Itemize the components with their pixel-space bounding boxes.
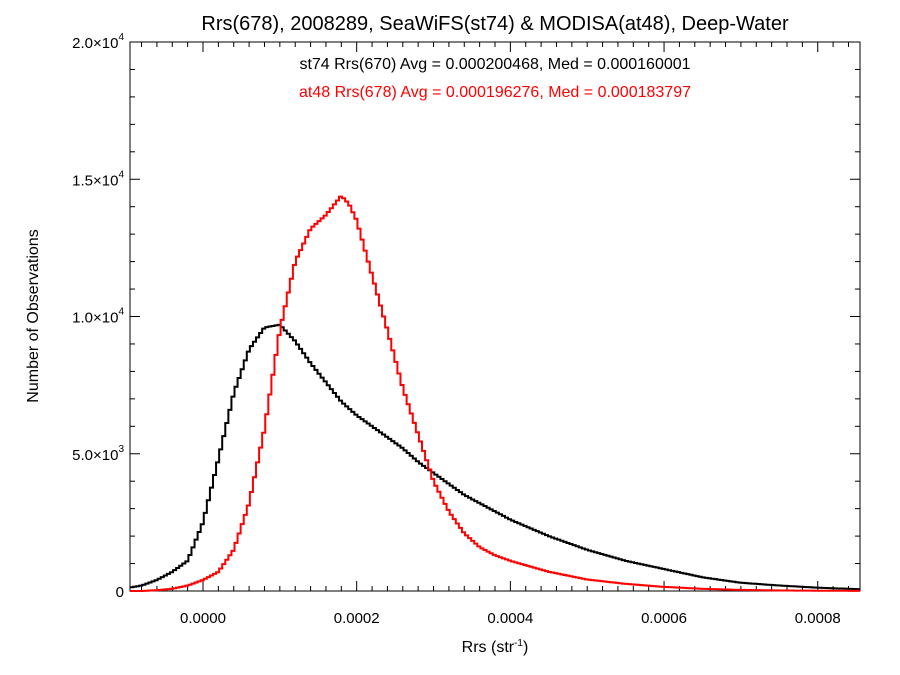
y-tick-mantissa: 0 <box>116 584 124 601</box>
y-axis-label: Number of Observations <box>25 229 42 402</box>
x-axis-label: Rrs (str-1) <box>462 638 529 656</box>
x-tick-label: 0.0006 <box>641 610 687 627</box>
series-annotation-st74: st74 Rrs(670) Avg = 0.000200468, Med = 0… <box>299 56 690 73</box>
series-annotation-at48: at48 Rrs(678) Avg = 0.000196276, Med = 0… <box>299 84 691 101</box>
plot-area-frame <box>129 41 861 592</box>
y-tick-label: 1.5×104 <box>72 169 124 189</box>
y-tick-exponent: 4 <box>118 32 124 43</box>
y-tick-mantissa: 2.0×10 <box>72 35 118 52</box>
y-tick-exponent: 3 <box>118 444 124 455</box>
chart-title: Rrs(678), 2008289, SeaWiFS(st74) & MODIS… <box>201 13 789 35</box>
x-tick-label: 0.0004 <box>487 610 533 627</box>
x-tick-label: 0.0008 <box>795 610 841 627</box>
series-line-st74 <box>130 323 860 591</box>
y-tick-label: 5.0×103 <box>72 444 124 464</box>
x-axis-label-superscript: -1 <box>514 638 523 649</box>
y-tick-label: 2.0×104 <box>72 32 124 52</box>
y-tick-mantissa: 1.0×10 <box>72 310 118 327</box>
y-tick-mantissa: 5.0×10 <box>72 447 118 464</box>
y-tick-label: 1.0×104 <box>72 307 124 327</box>
series-line-at48 <box>130 195 860 592</box>
series-layer <box>130 195 860 592</box>
y-tick-exponent: 4 <box>118 169 124 180</box>
y-tick-label: 0 <box>116 584 124 601</box>
axis-ticks: 0.0000 0.0002 0.0004 0.0006 0.0008 0 5.0×103 1.… <box>72 32 860 627</box>
x-tick-label: 0.0002 <box>334 610 380 627</box>
y-tick-mantissa: 1.5×10 <box>72 172 118 189</box>
x-axis-label-main: Rrs (str <box>462 639 515 656</box>
y-tick-exponent: 4 <box>118 307 124 318</box>
x-tick-label: 0.0000 <box>180 610 226 627</box>
x-axis-label-suffix: ) <box>523 639 528 656</box>
